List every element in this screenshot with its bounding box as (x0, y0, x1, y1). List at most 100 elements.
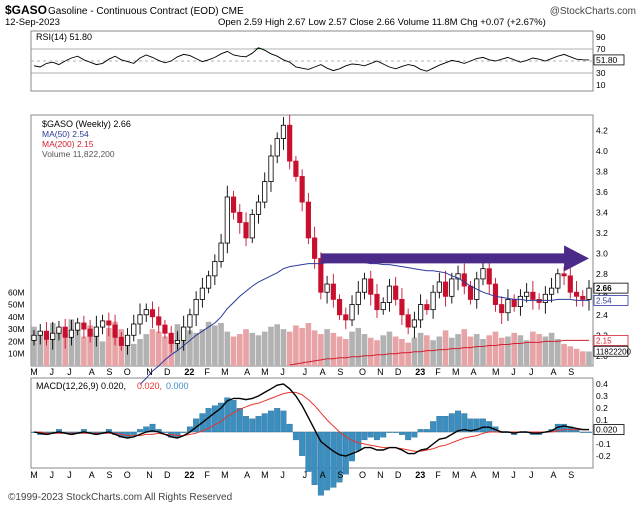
macd-histogram-bar (349, 431, 355, 462)
volume-bar (449, 337, 455, 366)
x-tick-label: J (50, 470, 55, 480)
price-legend-symbol: $GASO (Weekly) 2.66 (42, 119, 131, 129)
x-tick-label: A (471, 367, 477, 377)
ohlc-summary: Open 2.59 High 2.67 Low 2.57 Close 2.66 … (218, 17, 546, 28)
x-tick-label: F (435, 367, 441, 377)
macd-histogram-bar (380, 431, 387, 438)
candle-body (280, 124, 287, 139)
candle-body (386, 285, 393, 303)
macd-histogram-bar (417, 429, 424, 433)
x-tick-label: M (452, 367, 460, 377)
volume-tick-label: 20M (8, 336, 25, 346)
candle-body (87, 328, 93, 337)
volume-bar (143, 334, 150, 366)
candle-body (262, 181, 268, 203)
x-tick-label: M (221, 367, 229, 377)
candle-body (505, 299, 511, 314)
x-tick-label: D (395, 367, 402, 377)
macd-histogram-bar (374, 431, 380, 441)
volume-bar (249, 332, 256, 366)
macd-histogram-bar (436, 416, 443, 433)
volume-bar (517, 335, 524, 366)
volume-tick-label: 30M (8, 324, 25, 334)
candle-body (224, 196, 230, 244)
volume-bar (31, 326, 37, 366)
candle-body (524, 291, 530, 297)
macd-histogram-bar (311, 431, 318, 485)
volume-bar (530, 331, 536, 366)
candle-body (480, 268, 486, 280)
volume-bar (299, 327, 305, 366)
volume-tick-label: 60M (8, 287, 25, 297)
macd-histogram-bar (324, 431, 331, 491)
volume-bar (87, 325, 93, 366)
x-tick-label: F (204, 367, 210, 377)
volume-bar (392, 336, 399, 366)
rsi-last-value-box (593, 54, 625, 66)
candle-body (162, 324, 168, 334)
macd-tick-label: 0.2 (596, 403, 608, 413)
volume-bar (168, 340, 174, 366)
candle-body (293, 160, 299, 177)
brand-label[interactable]: @StockCharts.com (550, 6, 636, 17)
candle-body (174, 339, 181, 344)
x-tick-label: O (359, 367, 366, 377)
candle-body (68, 329, 74, 338)
volume-tick-label: 10M (8, 349, 25, 359)
x-tick-label: J (529, 470, 534, 480)
price-legend-ma50: MA(50) 2.54 (42, 129, 89, 139)
x-tick-label: J (50, 367, 55, 377)
volume-bar (149, 329, 156, 366)
volume-bar (155, 331, 162, 366)
price-tick-label: 3.8 (596, 166, 608, 176)
volume-bar (274, 324, 281, 366)
volume-bar (130, 343, 137, 366)
chart-date: 12-Sep-2023 (5, 17, 60, 28)
volume-bar (442, 330, 449, 366)
volume-bar (367, 337, 374, 366)
volume-bar (43, 338, 50, 366)
price-tick-label: 4.0 (596, 146, 608, 156)
macd-histogram-bar (218, 402, 225, 433)
candle-body (230, 196, 237, 213)
volume-bar (137, 338, 143, 366)
candle-body (137, 314, 143, 325)
macd-histogram-bar (398, 431, 405, 435)
candle-body (418, 304, 424, 321)
rsi-legend: RSI(14) 51.80 (36, 32, 92, 42)
candle-body (206, 275, 212, 289)
x-tick-label: A (471, 470, 477, 480)
macd-histogram-bar (586, 431, 592, 433)
volume-bar (37, 331, 44, 366)
candle-body (393, 285, 399, 300)
volume-bar (280, 329, 287, 366)
volume-bar (187, 330, 193, 366)
candle-body (287, 124, 293, 162)
x-tick-label: A (89, 367, 95, 377)
x-tick-label: M (30, 470, 38, 480)
macd-panel: -0.2 -0.1 0.1 0.2 0.3 0.4 0.020 (31, 379, 625, 496)
volume-bar (230, 336, 237, 366)
copyright-footer: ©1999-2023 StockCharts.com All Rights Re… (8, 492, 232, 503)
ma200-line (289, 339, 589, 366)
candle-body (561, 273, 567, 277)
candle-body (149, 309, 156, 318)
x-tick-label: M (452, 470, 460, 480)
macd-histogram-bar (243, 416, 249, 433)
macd-histogram-bar (211, 405, 218, 433)
candle-body (299, 176, 305, 203)
x-tick-label: M (261, 470, 269, 480)
x-tick-label: 22 (184, 470, 194, 480)
x-tick-label: S (568, 367, 574, 377)
volume-bar (361, 334, 368, 366)
candle-body (442, 281, 449, 297)
volume-bar (436, 336, 443, 366)
x-tick-label: 22 (184, 367, 194, 377)
price-last-close: 2.66 (596, 284, 612, 293)
macd-histogram-bar (361, 431, 368, 441)
volume-bar (336, 336, 343, 366)
candle-body (81, 322, 87, 330)
volume-bar (561, 343, 567, 366)
x-tick-label: J (511, 367, 516, 377)
macd-histogram-bar (480, 418, 486, 433)
